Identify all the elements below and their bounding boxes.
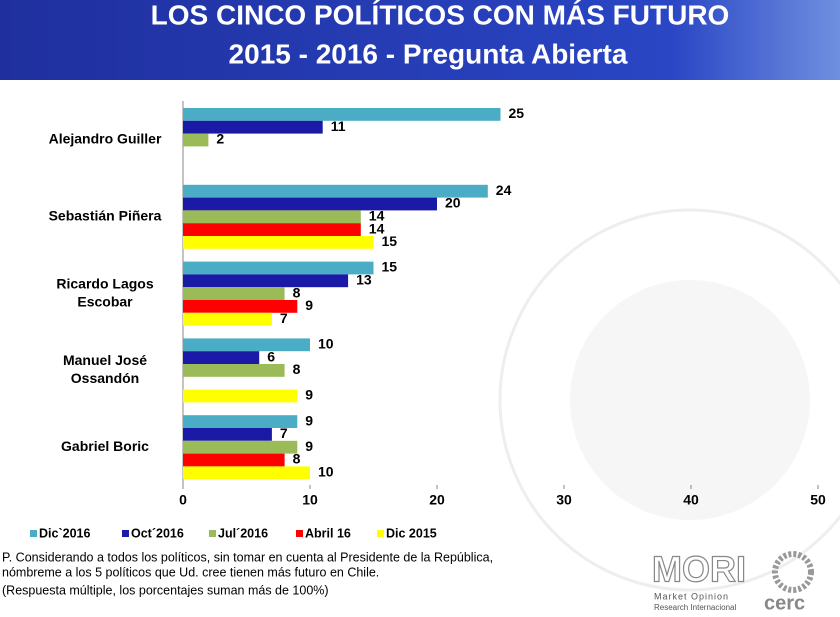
footnote: P. Considerando a todos los políticos, s… — [2, 550, 493, 564]
legend-label: Dic 2015 — [386, 526, 437, 540]
footnote: nómbreme a los 5 políticos que Ud. cree … — [2, 565, 379, 579]
bar — [183, 108, 501, 121]
bar — [183, 287, 285, 300]
data-label: 14 — [369, 208, 385, 224]
bar — [183, 120, 323, 134]
y-tick-label: Alejandro Guiller — [49, 131, 162, 147]
chart-title: 2015 - 2016 - Pregunta Abierta — [229, 38, 628, 69]
x-tick-label: 20 — [429, 492, 445, 508]
legend-label: Abril 16 — [305, 526, 351, 540]
bar — [183, 300, 298, 313]
y-tick-label: Gabriel Boric — [61, 438, 149, 454]
data-label: 10 — [318, 336, 334, 352]
x-tick-label: 10 — [302, 492, 318, 508]
data-label: 15 — [382, 259, 398, 275]
bar — [183, 133, 209, 147]
legend-swatch — [377, 530, 384, 537]
data-label: 7 — [280, 425, 288, 441]
bar — [183, 453, 285, 467]
bar — [183, 210, 361, 224]
data-label: 9 — [305, 297, 313, 313]
logo-icon — [772, 551, 814, 593]
data-label: 15 — [382, 233, 398, 249]
data-label: 8 — [293, 451, 301, 467]
footnote: (Respuesta múltiple, los porcentajes sum… — [2, 583, 329, 597]
bar — [183, 261, 374, 275]
bar — [183, 428, 272, 441]
data-label: 6 — [267, 348, 275, 364]
data-label: 9 — [305, 438, 313, 454]
y-tick-label: Escobar — [77, 293, 133, 309]
bar — [183, 415, 298, 428]
data-label: 14 — [369, 220, 385, 236]
bar — [183, 466, 310, 480]
data-label: 10 — [318, 464, 334, 480]
data-label: 9 — [305, 387, 313, 403]
bar — [183, 364, 285, 377]
data-label: 8 — [293, 284, 301, 300]
data-label: 13 — [356, 272, 372, 288]
bar — [183, 223, 361, 236]
logo-text: Research Internacional — [654, 603, 736, 612]
data-label: 11 — [331, 118, 346, 134]
background-dial — [498, 208, 840, 592]
legend-swatch — [30, 530, 37, 537]
legend-label: Dic`2016 — [39, 526, 90, 540]
data-label: 9 — [305, 412, 313, 428]
bar — [183, 197, 437, 211]
legend-swatch — [122, 530, 129, 537]
logo-text: Market Opinion — [654, 591, 729, 601]
chart-title: LOS CINCO POLÍTICOS CON MÁS FUTURO — [151, 0, 730, 30]
header-band — [0, 0, 840, 80]
bar — [183, 236, 374, 249]
data-label: 25 — [509, 105, 525, 121]
x-tick-label: 40 — [683, 492, 699, 508]
bar — [183, 389, 298, 403]
bar — [183, 440, 298, 454]
bar — [183, 184, 488, 198]
background-dial-center — [570, 280, 810, 520]
x-tick-label: 30 — [556, 492, 572, 508]
logo-name: MORI — [652, 549, 746, 590]
y-tick-label: Manuel José — [63, 352, 147, 368]
data-label: 2 — [216, 131, 224, 147]
legend-swatch — [296, 530, 303, 537]
data-label: 24 — [496, 182, 512, 198]
y-tick-label: Sebastián Piñera — [49, 208, 162, 224]
data-label: 20 — [445, 195, 461, 211]
x-tick-label: 50 — [810, 492, 826, 508]
bar — [183, 351, 260, 364]
y-tick-label: Ricardo Lagos — [56, 275, 153, 291]
logo-partner: cerc — [764, 592, 805, 614]
bar — [183, 274, 349, 288]
data-label: 8 — [293, 361, 301, 377]
bar — [183, 338, 310, 352]
legend-swatch — [209, 530, 216, 537]
y-tick-label: Ossandón — [71, 370, 139, 386]
x-tick-label: 0 — [179, 492, 187, 508]
bar — [183, 312, 272, 326]
legend-label: Oct´2016 — [131, 526, 184, 540]
legend-label: Jul´2016 — [218, 526, 268, 540]
data-label: 7 — [280, 310, 288, 326]
